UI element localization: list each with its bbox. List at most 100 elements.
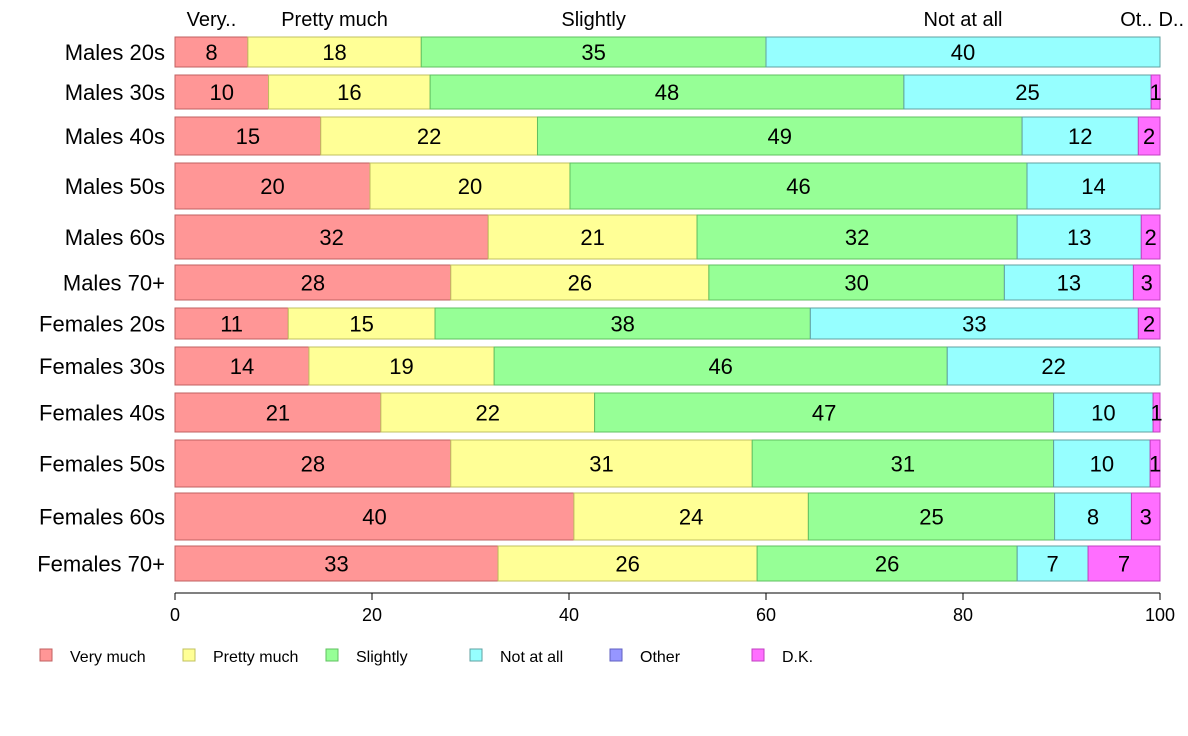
data-label: 28 (301, 452, 325, 477)
data-label: 24 (679, 505, 703, 530)
bar-segment-very-much (174, 36, 249, 68)
data-label: 30 (844, 271, 868, 296)
data-label: 14 (230, 354, 254, 379)
bar-segment-not-at-all (1026, 162, 1161, 210)
legend-label: Pretty much (213, 649, 298, 666)
category-label: Females 30s (39, 354, 165, 379)
legend-label: Very much (70, 649, 146, 666)
x-tick-label: 40 (559, 605, 579, 625)
bar-segment-very-much (174, 214, 489, 260)
bar-segment-slightly (807, 492, 1056, 541)
data-label: 32 (845, 225, 869, 250)
data-label: 15 (349, 312, 373, 337)
bar-segment-slightly (434, 307, 811, 340)
bar-segment-pretty-much (497, 545, 758, 582)
data-label: 3 (1141, 271, 1153, 296)
data-label: 2 (1143, 312, 1155, 337)
bar-segment-not-at-all (1053, 439, 1151, 488)
bar-segment-slightly (708, 264, 1005, 301)
legend-swatch (609, 648, 623, 662)
bar-segment-slightly (420, 36, 767, 68)
bar-segment-d-k- (1137, 116, 1161, 156)
bar-segment-very-much (174, 74, 270, 110)
legend-label: Other (640, 649, 681, 666)
bar-segment-pretty-much (320, 116, 538, 156)
data-label: 31 (891, 452, 915, 477)
bar-segment-not-at-all (1016, 214, 1142, 260)
data-label: 46 (708, 354, 732, 379)
data-label: 40 (951, 40, 975, 65)
data-label: 13 (1057, 271, 1081, 296)
bar-segment-very-much (174, 346, 310, 386)
top-label: Not at all (924, 9, 1003, 31)
data-label: 1 (1150, 401, 1162, 426)
bar-segment-slightly (594, 392, 1055, 433)
data-label: 10 (1090, 452, 1114, 477)
bar-segment-very-much (174, 439, 452, 488)
category-label: Females 60s (39, 505, 165, 530)
data-label: 18 (322, 40, 346, 65)
legend-label: D.K. (782, 649, 813, 666)
data-label: 14 (1081, 174, 1105, 199)
x-tick-label: 60 (756, 605, 776, 625)
top-label: Very.. (187, 9, 237, 31)
data-label: 49 (768, 124, 792, 149)
data-label: 47 (812, 401, 836, 426)
category-label: Males 20s (65, 40, 165, 65)
bar-segment-d-k- (1087, 545, 1161, 582)
category-label: Females 50s (39, 452, 165, 477)
bar-segment-pretty-much (487, 214, 698, 260)
data-label: 25 (1015, 80, 1039, 105)
data-label: 35 (581, 40, 605, 65)
top-label: Slightly (561, 9, 625, 31)
bar-segment-not-at-all (1021, 116, 1139, 156)
data-label: 2 (1143, 124, 1155, 149)
category-label: Females 20s (39, 312, 165, 337)
data-label: 25 (919, 505, 943, 530)
data-label: 21 (266, 401, 290, 426)
data-label: 22 (1041, 354, 1065, 379)
bar-segment-not-at-all (765, 36, 1161, 68)
top-label: D.. (1158, 9, 1184, 31)
legend-swatch (325, 648, 339, 662)
bar-segment-slightly (756, 545, 1018, 582)
bar-segment-pretty-much (247, 36, 422, 68)
category-label: Males 70+ (63, 271, 165, 296)
data-label: 38 (610, 312, 634, 337)
data-label: 40 (362, 505, 386, 530)
data-label: 10 (1091, 401, 1115, 426)
category-label: Females 40s (39, 401, 165, 426)
top-label: Ot.. (1120, 9, 1152, 31)
data-label: 15 (236, 124, 260, 149)
bar-segment-d-k- (1132, 264, 1161, 301)
data-label: 7 (1047, 552, 1059, 577)
bar-segment-pretty-much (308, 346, 495, 386)
category-label: Females 70+ (37, 552, 165, 577)
data-label: 8 (205, 40, 217, 65)
x-tick-label: 80 (953, 605, 973, 625)
bar-segment-d-k- (1152, 392, 1161, 433)
bar-segment-slightly (751, 439, 1055, 488)
data-label: 28 (301, 271, 325, 296)
bar-segment-slightly (696, 214, 1018, 260)
bar-segment-pretty-much (287, 307, 436, 340)
bar-segment-not-at-all (1016, 545, 1089, 582)
data-label: 46 (786, 174, 810, 199)
data-label: 1 (1149, 80, 1161, 105)
bar-segment-d-k- (1130, 492, 1161, 541)
data-label: 3 (1140, 505, 1152, 530)
x-tick-label: 20 (362, 605, 382, 625)
bar-segment-not-at-all (903, 74, 1152, 110)
data-label: 2 (1145, 225, 1157, 250)
bar-segment-pretty-much (450, 439, 753, 488)
data-label: 33 (962, 312, 986, 337)
data-label: 31 (589, 452, 613, 477)
data-label: 10 (210, 80, 234, 105)
category-label: Males 40s (65, 124, 165, 149)
bar-segment-very-much (174, 392, 382, 433)
bar-segment-very-much (174, 264, 452, 301)
category-label: Males 60s (65, 225, 165, 250)
data-label: 26 (615, 552, 639, 577)
bar-segment-d-k- (1137, 307, 1161, 340)
